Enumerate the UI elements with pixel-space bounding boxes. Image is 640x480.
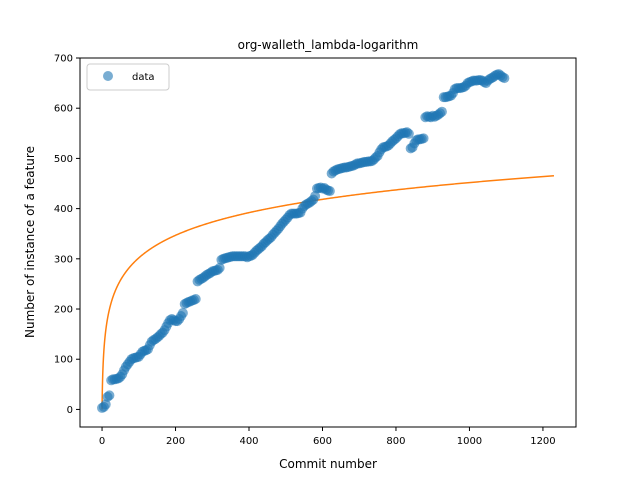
x-tick-label: 800 (386, 436, 405, 447)
x-tick-label: 0 (99, 436, 105, 447)
points-layer (97, 69, 510, 413)
y-tick-label: 700 (54, 54, 73, 65)
y-tick-label: 600 (54, 104, 73, 115)
x-axis-label: Commit number (279, 457, 377, 471)
data-point (418, 133, 429, 144)
data-point (324, 186, 335, 197)
fit-line (101, 175, 555, 410)
legend-box (86, 63, 170, 91)
legend-marker-data (103, 71, 113, 81)
x-tick-label: 1200 (530, 436, 555, 447)
y-axis-label: Number of instance of a feature (23, 146, 37, 338)
y-tick-label: 0 (67, 405, 73, 416)
plot-area (97, 69, 555, 413)
data-point (436, 106, 447, 117)
y-tick-label: 100 (54, 355, 73, 366)
data-point (310, 191, 321, 202)
x-tick-label: 600 (313, 436, 332, 447)
data-point (177, 308, 188, 319)
x-tick-label: 400 (239, 436, 258, 447)
data-point (104, 390, 115, 401)
chart-title: org-walleth_lambda-logarithm (238, 38, 419, 52)
y-tick-label: 400 (54, 204, 73, 215)
y-axis: 0 100 200 300 400 500 600 700 (54, 54, 80, 416)
y-tick-label: 200 (54, 305, 73, 316)
y-tick-label: 300 (54, 254, 73, 265)
x-tick-label: 1000 (457, 436, 482, 447)
y-tick-label: 500 (54, 154, 73, 165)
fit-layer (101, 175, 555, 410)
data-point (100, 399, 111, 410)
plot-frame (79, 57, 577, 428)
x-axis: 0 200 400 600 800 1000 1200 (99, 427, 556, 447)
x-tick-label: 200 (166, 436, 185, 447)
data-point (403, 128, 414, 139)
data-point (190, 293, 201, 304)
legend-label-data: data (132, 72, 155, 83)
data-point (499, 73, 510, 84)
legend: data (86, 63, 170, 91)
data-point (214, 262, 225, 273)
